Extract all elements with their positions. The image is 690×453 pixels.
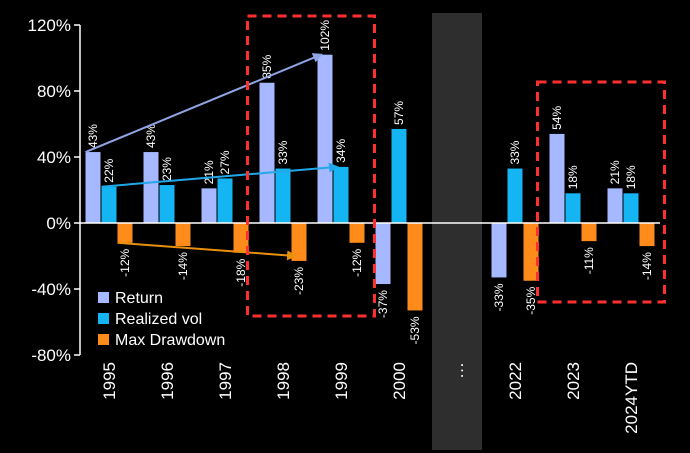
y-tick-label: 40% <box>37 148 71 167</box>
x-category-label: 1999 <box>332 362 351 400</box>
highlight-box-2023-2024YTD <box>536 80 666 304</box>
trend-arrow-realized-vol <box>101 162 339 188</box>
bar-return-1999 <box>317 54 333 224</box>
bar-max-drawdown-1996 <box>175 223 191 247</box>
bar-realized-vol-2000 <box>391 128 407 223</box>
data-label: -37% <box>376 290 390 318</box>
x-category-label: 1998 <box>274 362 293 400</box>
x-category-label: 2023 <box>564 362 583 400</box>
legend-label: Max Drawdown <box>115 332 225 349</box>
data-label: 21% <box>608 160 622 184</box>
bar-realized-vol-2024YTD <box>623 193 639 223</box>
bar-realized-vol-1997 <box>217 178 233 223</box>
y-tick-label: -80% <box>31 346 71 365</box>
bar-max-drawdown-2024YTD <box>639 223 655 247</box>
axis-break-band <box>432 13 482 450</box>
bar-max-drawdown-2000 <box>407 223 423 311</box>
legend-swatch <box>98 334 109 345</box>
data-label: 33% <box>276 140 290 164</box>
data-label: -11% <box>582 247 596 274</box>
legend-swatch <box>98 292 109 303</box>
bar-realized-vol-2022 <box>507 168 523 223</box>
x-category-label: … <box>448 362 467 379</box>
y-tick-label: 120% <box>28 16 71 35</box>
bar-realized-vol-2023 <box>565 193 581 223</box>
legend-label: Return <box>115 290 163 307</box>
data-label: 18% <box>566 165 580 189</box>
bar-return-1998 <box>259 82 275 223</box>
bar-realized-vol-1996 <box>159 185 175 223</box>
highlight-box-1998-1999 <box>246 14 376 318</box>
x-category-label: 2024YTD <box>622 362 641 434</box>
data-label: 23% <box>160 157 174 181</box>
data-label: 85% <box>260 54 274 78</box>
data-label: 43% <box>144 124 158 148</box>
data-label: 43% <box>86 124 100 148</box>
data-label: 57% <box>392 101 406 125</box>
y-tick-label: -40% <box>31 280 71 299</box>
data-label: 34% <box>334 139 348 163</box>
trend-arrow-return <box>85 53 323 153</box>
data-label: -14% <box>640 252 654 280</box>
data-label: 54% <box>550 106 564 130</box>
data-label: 33% <box>508 140 522 164</box>
bar-max-drawdown-2022 <box>523 223 539 281</box>
data-label: 27% <box>218 150 232 174</box>
x-category-label: 1995 <box>100 362 119 400</box>
bar-realized-vol-1998 <box>275 168 291 223</box>
data-label: -53% <box>408 316 422 344</box>
bar-return-2023 <box>549 133 565 223</box>
bar-return-2022 <box>491 223 507 278</box>
bar-max-drawdown-1999 <box>349 223 365 243</box>
data-label: -35% <box>524 286 538 314</box>
x-category-label: 1996 <box>158 362 177 400</box>
data-label: 102% <box>318 20 332 51</box>
y-tick-label: 0% <box>46 214 71 233</box>
data-label: 21% <box>202 160 216 184</box>
bar-max-drawdown-2023 <box>581 223 597 242</box>
bar-max-drawdown-1995 <box>117 223 133 243</box>
x-category-label: 2000 <box>390 362 409 400</box>
trend-arrow-max-drawdown <box>117 241 297 261</box>
legend-swatch <box>98 313 109 324</box>
x-category-label: 2022 <box>506 362 525 400</box>
data-label: -18% <box>234 258 248 286</box>
data-label: -33% <box>492 283 506 311</box>
data-label: 18% <box>624 165 638 189</box>
bar-return-1995 <box>85 152 101 223</box>
bar-realized-vol-1995 <box>101 186 117 223</box>
data-label: -14% <box>176 252 190 280</box>
data-label: -12% <box>350 248 364 276</box>
bar-realized-vol-1999 <box>333 166 349 223</box>
data-label: 22% <box>102 158 116 182</box>
bar-return-1996 <box>143 152 159 223</box>
x-category-label: 1997 <box>216 362 235 400</box>
bar-max-drawdown-1997 <box>233 223 249 253</box>
bar-return-2024YTD <box>607 188 623 223</box>
data-label: -23% <box>292 267 306 295</box>
y-tick-label: 80% <box>37 82 71 101</box>
legend-label: Realized vol <box>115 311 202 328</box>
data-label: -12% <box>118 248 132 276</box>
bar-return-1997 <box>201 188 217 223</box>
bar-return-2000 <box>375 223 391 285</box>
